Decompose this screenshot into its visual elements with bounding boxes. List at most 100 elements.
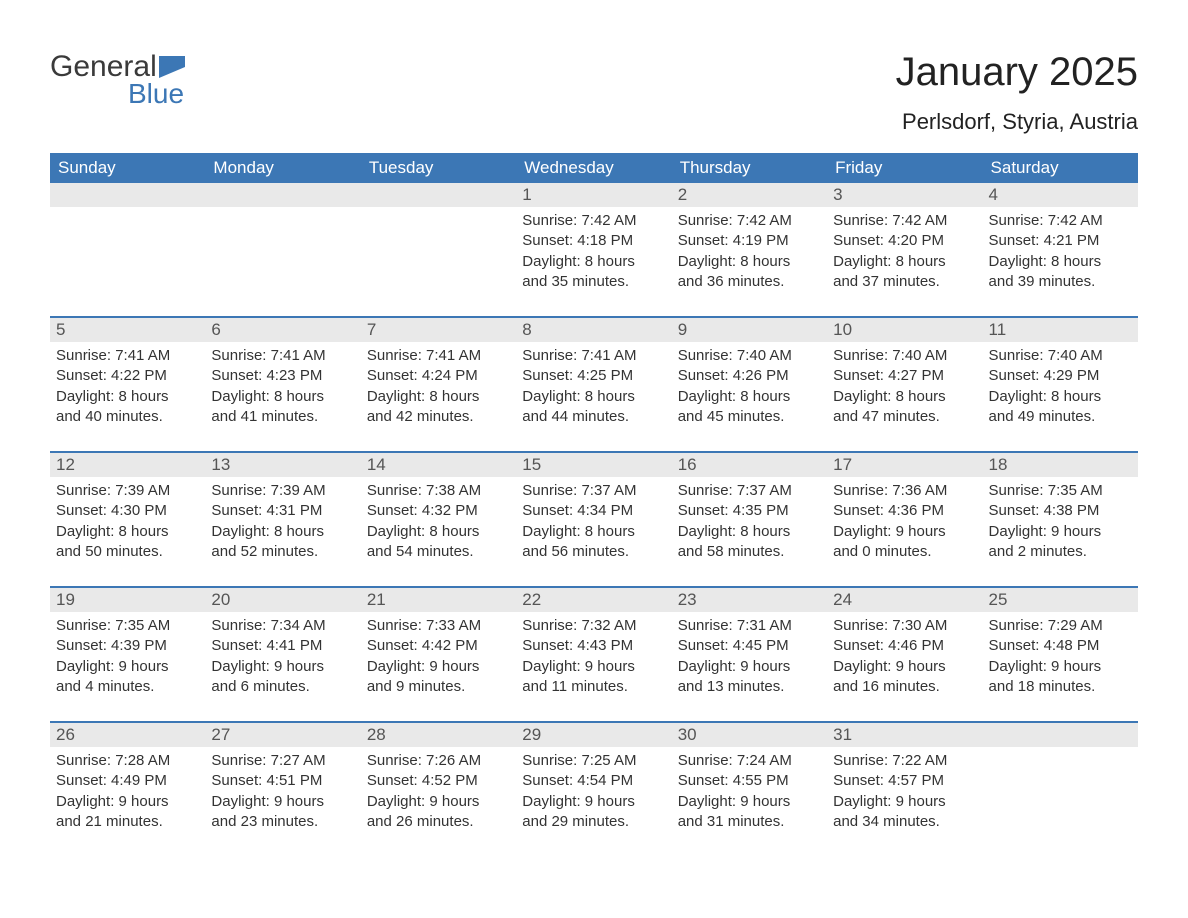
day-dl2: and 54 minutes.	[367, 542, 510, 562]
empty-cell	[205, 183, 360, 207]
day-dl2: and 47 minutes.	[833, 407, 976, 427]
day-number: 16	[672, 453, 827, 477]
day-sunrise: Sunrise: 7:36 AM	[833, 481, 976, 501]
day-dl1: Daylight: 9 hours	[833, 522, 976, 542]
day-number: 4	[983, 183, 1138, 207]
day-dl1: Daylight: 9 hours	[989, 522, 1132, 542]
day-dl1: Daylight: 9 hours	[678, 657, 821, 677]
day-dl2: and 52 minutes.	[211, 542, 354, 562]
day-dl1: Daylight: 9 hours	[367, 792, 510, 812]
day-dl2: and 31 minutes.	[678, 812, 821, 832]
day-sunset: Sunset: 4:45 PM	[678, 636, 821, 656]
day-sunrise: Sunrise: 7:40 AM	[678, 346, 821, 366]
day-sunset: Sunset: 4:41 PM	[211, 636, 354, 656]
detail-row: Sunrise: 7:28 AMSunset: 4:49 PMDaylight:…	[50, 747, 1138, 856]
day-dl1: Daylight: 8 hours	[211, 387, 354, 407]
day-dl2: and 41 minutes.	[211, 407, 354, 427]
day-dl1: Daylight: 8 hours	[833, 387, 976, 407]
day-detail: Sunrise: 7:36 AMSunset: 4:36 PMDaylight:…	[827, 477, 982, 587]
day-dl1: Daylight: 8 hours	[522, 522, 665, 542]
day-sunrise: Sunrise: 7:40 AM	[833, 346, 976, 366]
day-detail: Sunrise: 7:34 AMSunset: 4:41 PMDaylight:…	[205, 612, 360, 722]
day-sunrise: Sunrise: 7:28 AM	[56, 751, 199, 771]
daynum-row: 567891011	[50, 318, 1138, 342]
day-detail: Sunrise: 7:39 AMSunset: 4:30 PMDaylight:…	[50, 477, 205, 587]
day-dl1: Daylight: 9 hours	[56, 792, 199, 812]
day-sunrise: Sunrise: 7:40 AM	[989, 346, 1132, 366]
day-sunset: Sunset: 4:30 PM	[56, 501, 199, 521]
day-dl2: and 26 minutes.	[367, 812, 510, 832]
day-dl2: and 6 minutes.	[211, 677, 354, 697]
day-detail: Sunrise: 7:26 AMSunset: 4:52 PMDaylight:…	[361, 747, 516, 856]
day-dl2: and 45 minutes.	[678, 407, 821, 427]
page-title: January 2025	[896, 50, 1138, 95]
day-dl2: and 42 minutes.	[367, 407, 510, 427]
day-dl1: Daylight: 8 hours	[367, 387, 510, 407]
day-sunrise: Sunrise: 7:41 AM	[367, 346, 510, 366]
day-detail: Sunrise: 7:39 AMSunset: 4:31 PMDaylight:…	[205, 477, 360, 587]
day-detail: Sunrise: 7:25 AMSunset: 4:54 PMDaylight:…	[516, 747, 671, 856]
day-sunset: Sunset: 4:20 PM	[833, 231, 976, 251]
day-sunrise: Sunrise: 7:35 AM	[989, 481, 1132, 501]
day-sunrise: Sunrise: 7:29 AM	[989, 616, 1132, 636]
day-dl1: Daylight: 9 hours	[211, 657, 354, 677]
day-detail: Sunrise: 7:33 AMSunset: 4:42 PMDaylight:…	[361, 612, 516, 722]
day-number: 19	[50, 588, 205, 612]
day-number: 31	[827, 723, 982, 747]
logo: General Blue	[50, 50, 185, 110]
day-dl1: Daylight: 8 hours	[56, 387, 199, 407]
day-dl2: and 0 minutes.	[833, 542, 976, 562]
day-dl1: Daylight: 9 hours	[367, 657, 510, 677]
day-dl2: and 4 minutes.	[56, 677, 199, 697]
day-number: 27	[205, 723, 360, 747]
day-sunset: Sunset: 4:42 PM	[367, 636, 510, 656]
flag-icon	[159, 56, 185, 78]
day-sunrise: Sunrise: 7:35 AM	[56, 616, 199, 636]
day-dl1: Daylight: 8 hours	[522, 387, 665, 407]
day-sunrise: Sunrise: 7:39 AM	[211, 481, 354, 501]
day-dl1: Daylight: 8 hours	[989, 387, 1132, 407]
day-number: 30	[672, 723, 827, 747]
day-sunset: Sunset: 4:25 PM	[522, 366, 665, 386]
day-header-thursday: Thursday	[672, 153, 827, 183]
empty-cell	[361, 207, 516, 317]
day-dl2: and 56 minutes.	[522, 542, 665, 562]
day-number: 2	[672, 183, 827, 207]
day-sunrise: Sunrise: 7:39 AM	[56, 481, 199, 501]
day-dl1: Daylight: 8 hours	[211, 522, 354, 542]
day-dl1: Daylight: 8 hours	[56, 522, 199, 542]
day-dl2: and 23 minutes.	[211, 812, 354, 832]
day-dl1: Daylight: 9 hours	[678, 792, 821, 812]
day-sunset: Sunset: 4:26 PM	[678, 366, 821, 386]
day-number: 28	[361, 723, 516, 747]
day-sunrise: Sunrise: 7:42 AM	[989, 211, 1132, 231]
day-sunrise: Sunrise: 7:41 AM	[211, 346, 354, 366]
day-detail: Sunrise: 7:42 AMSunset: 4:19 PMDaylight:…	[672, 207, 827, 317]
daynum-row: 19202122232425	[50, 588, 1138, 612]
day-number: 10	[827, 318, 982, 342]
day-sunset: Sunset: 4:19 PM	[678, 231, 821, 251]
day-detail: Sunrise: 7:35 AMSunset: 4:39 PMDaylight:…	[50, 612, 205, 722]
day-header-friday: Friday	[827, 153, 982, 183]
day-detail: Sunrise: 7:40 AMSunset: 4:29 PMDaylight:…	[983, 342, 1138, 452]
day-sunrise: Sunrise: 7:42 AM	[522, 211, 665, 231]
day-dl2: and 36 minutes.	[678, 272, 821, 292]
day-sunrise: Sunrise: 7:24 AM	[678, 751, 821, 771]
day-dl1: Daylight: 8 hours	[989, 252, 1132, 272]
day-header-sunday: Sunday	[50, 153, 205, 183]
day-sunset: Sunset: 4:22 PM	[56, 366, 199, 386]
day-dl2: and 34 minutes.	[833, 812, 976, 832]
day-sunset: Sunset: 4:21 PM	[989, 231, 1132, 251]
day-sunset: Sunset: 4:39 PM	[56, 636, 199, 656]
day-number: 6	[205, 318, 360, 342]
day-detail: Sunrise: 7:37 AMSunset: 4:34 PMDaylight:…	[516, 477, 671, 587]
day-number: 1	[516, 183, 671, 207]
day-sunset: Sunset: 4:51 PM	[211, 771, 354, 791]
day-detail: Sunrise: 7:24 AMSunset: 4:55 PMDaylight:…	[672, 747, 827, 856]
day-header-row: Sunday Monday Tuesday Wednesday Thursday…	[50, 153, 1138, 183]
day-dl2: and 49 minutes.	[989, 407, 1132, 427]
day-sunrise: Sunrise: 7:41 AM	[56, 346, 199, 366]
day-dl2: and 18 minutes.	[989, 677, 1132, 697]
day-dl1: Daylight: 9 hours	[833, 657, 976, 677]
day-number: 24	[827, 588, 982, 612]
